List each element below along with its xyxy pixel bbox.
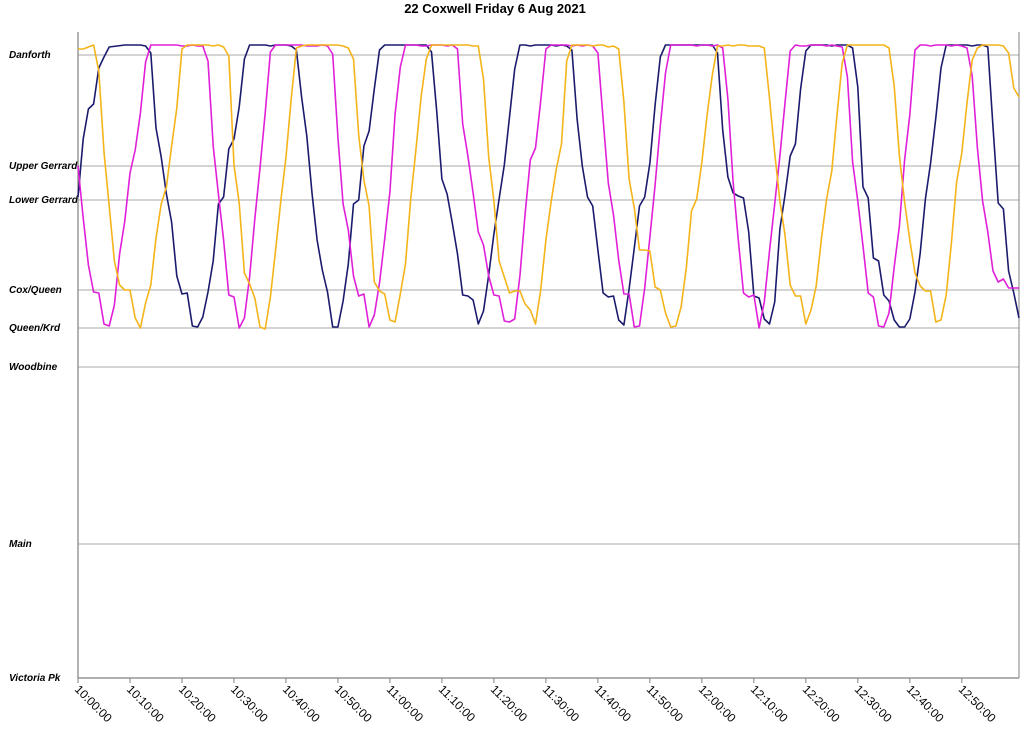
chart-title: 22 Coxwell Friday 6 Aug 2021: [404, 1, 586, 16]
series-line-1: [77, 44, 1019, 329]
stop-label-4: Queen/Krd: [9, 323, 61, 334]
grid-lines: [78, 54, 1019, 545]
x-tick-label-1: 10:10:00: [124, 682, 167, 725]
x-tick-label-4: 10:40:00: [280, 682, 323, 725]
x-tick-label-6: 11:00:00: [384, 682, 427, 725]
x-tick-label-15: 12:30:00: [852, 682, 895, 725]
x-tick-label-10: 11:40:00: [592, 682, 635, 725]
x-tick-label-3: 10:30:00: [228, 682, 271, 725]
stop-label-3: Cox/Queen: [9, 285, 62, 296]
stop-label-5: Woodbine: [9, 362, 58, 373]
stop-label-2: Lower Gerrard: [9, 195, 79, 206]
x-tick-label-5: 10:50:00: [332, 682, 375, 725]
stop-label-1: Upper Gerrard: [9, 161, 78, 172]
x-tick-label-0: 10:00:00: [72, 682, 115, 725]
x-axis-labels: 10:00:00 10:10:00 10:20:00 10:30:00 10:40:00…: [72, 682, 999, 725]
x-tick-label-7: 11:10:00: [436, 682, 479, 725]
stop-label-7: Victoria Pk: [9, 673, 61, 684]
series-layer: [77, 44, 1020, 330]
stop-label-6: Main: [9, 539, 32, 550]
stop-label-0: Danforth: [9, 50, 51, 61]
series-line-0: [77, 44, 1020, 328]
y-axis-labels: Danforth Upper Gerrard Lower Gerrard Cox/Qu…: [9, 50, 79, 684]
x-tick-label-9: 11:30:00: [540, 682, 583, 725]
x-tick-label-11: 11:50:00: [644, 682, 687, 725]
x-tick-label-17: 12:50:00: [956, 682, 999, 725]
series-line-2: [78, 44, 1020, 330]
axes: [77, 32, 1020, 683]
x-tick-label-14: 12:20:00: [800, 682, 843, 725]
x-tick-label-8: 11:20:00: [488, 682, 531, 725]
x-tick-label-13: 12:10:00: [748, 682, 791, 725]
x-tick-label-12: 12:00:00: [696, 682, 739, 725]
x-tick-label-16: 12:40:00: [904, 682, 947, 725]
x-tick-label-2: 10:20:00: [176, 682, 219, 725]
